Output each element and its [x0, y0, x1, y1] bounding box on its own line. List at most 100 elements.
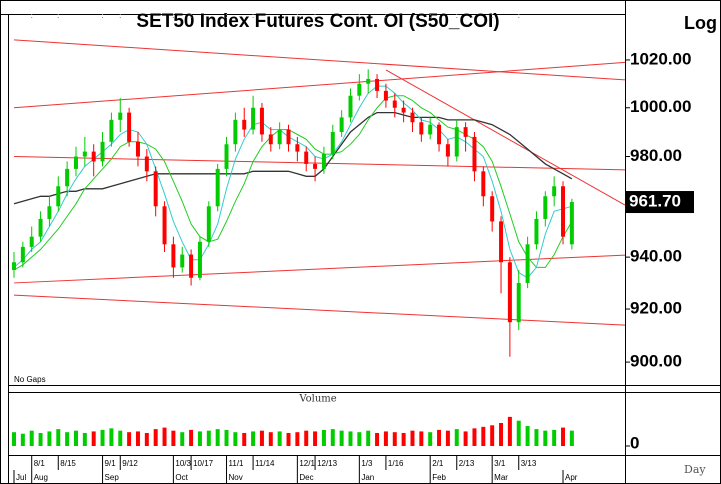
scale-label: Log	[684, 13, 717, 33]
volume-bar	[197, 431, 202, 446]
volume-bar	[215, 429, 220, 446]
candle-body	[375, 78, 380, 91]
month-label: Jan	[361, 473, 374, 482]
candle-body	[481, 171, 486, 197]
volume-bar	[339, 430, 344, 446]
volume-bar	[401, 432, 406, 446]
volume-bar	[348, 431, 353, 446]
month-label: Oct	[175, 473, 188, 482]
candle-body	[295, 144, 300, 152]
volume-bar	[569, 430, 574, 446]
candle-body	[516, 282, 521, 323]
volume-bar	[366, 430, 371, 446]
volume-bar	[445, 430, 450, 446]
volume-bar	[259, 430, 264, 446]
candle-body	[410, 112, 415, 123]
x-tick-label: 11/1	[229, 459, 245, 468]
volume-bar	[490, 425, 495, 446]
last-price-box	[626, 191, 694, 214]
volume-bar	[162, 427, 167, 446]
volume-bar	[82, 432, 87, 446]
volume-bar	[552, 429, 557, 446]
x-tick-label: 10/17	[193, 459, 214, 468]
candle-body	[189, 254, 194, 278]
volume-bar	[454, 429, 459, 446]
candle-body	[437, 124, 442, 145]
x-tick-label: 12/1	[299, 459, 315, 468]
x-tick-label: 8/1	[34, 459, 46, 468]
candle-body	[428, 124, 433, 135]
volume-bar	[516, 420, 521, 446]
volume-bar	[144, 432, 149, 446]
volume-bar	[224, 429, 229, 446]
candle-body	[561, 186, 566, 237]
candle-body	[38, 218, 43, 237]
month-label: Nov	[229, 473, 243, 482]
x-tick-label: 9/1	[105, 459, 117, 468]
candle-body	[56, 186, 61, 207]
volume-bar	[375, 432, 380, 446]
month-label: Jul	[16, 473, 26, 482]
month-label: Dec	[299, 473, 313, 482]
candle-body	[286, 129, 291, 145]
trend-line	[385, 69, 626, 206]
candle-body	[525, 244, 530, 283]
month-label: Mar	[494, 473, 508, 482]
volume-bar	[153, 429, 158, 446]
volume-bar	[109, 428, 114, 446]
volume-bar	[463, 431, 468, 446]
volume-bar	[127, 432, 132, 446]
candle-body	[534, 218, 539, 245]
volume-bar	[561, 427, 566, 446]
volume-bar	[383, 431, 388, 446]
candle-body	[401, 107, 406, 113]
volume-bar	[233, 432, 238, 446]
x-tick-label: 11/14	[255, 459, 275, 468]
month-label: Aug	[34, 473, 48, 482]
volume-bar	[180, 432, 185, 446]
candle-body	[507, 262, 512, 323]
candle-body	[224, 144, 229, 169]
candle-body	[277, 129, 282, 145]
candle-body	[215, 168, 220, 207]
trend-line	[13, 156, 626, 171]
volume-bar	[189, 429, 194, 446]
candle-body	[109, 119, 114, 142]
candle-body	[313, 163, 318, 169]
volume-bar	[65, 432, 70, 446]
candle-body	[445, 144, 450, 157]
volume-bar	[481, 426, 486, 446]
candle-body	[552, 186, 557, 197]
x-tick-label: 3/13	[521, 459, 537, 468]
candle-body	[268, 134, 273, 145]
candle-body	[135, 141, 140, 157]
volume-title: Volume	[298, 394, 336, 405]
volume-bar	[242, 432, 247, 446]
x-tick-label: 1/16	[388, 459, 404, 468]
volume-bar	[56, 429, 61, 446]
candle-body	[12, 262, 16, 270]
candle-body	[242, 119, 247, 130]
last-price-label: 961.70	[629, 192, 681, 211]
volume-bar	[507, 416, 512, 446]
candle-body	[65, 168, 70, 187]
candle-body	[339, 117, 344, 133]
candle-body	[197, 241, 202, 278]
candle-body	[383, 90, 388, 101]
volume-bar	[73, 430, 78, 446]
volume-bar	[321, 429, 326, 446]
volume-bar	[543, 430, 548, 446]
trend-line	[13, 61, 626, 109]
gaps-label: No Gaps	[14, 375, 46, 384]
candle-body	[127, 112, 132, 142]
x-tick-label: 8/15	[60, 459, 76, 468]
y-tick-label: 1020.00	[630, 49, 691, 68]
volume-bar	[135, 431, 140, 446]
moving-average	[13, 111, 573, 205]
candle-body	[171, 244, 176, 268]
volume-bar	[100, 429, 105, 446]
volume-bar	[91, 431, 96, 446]
